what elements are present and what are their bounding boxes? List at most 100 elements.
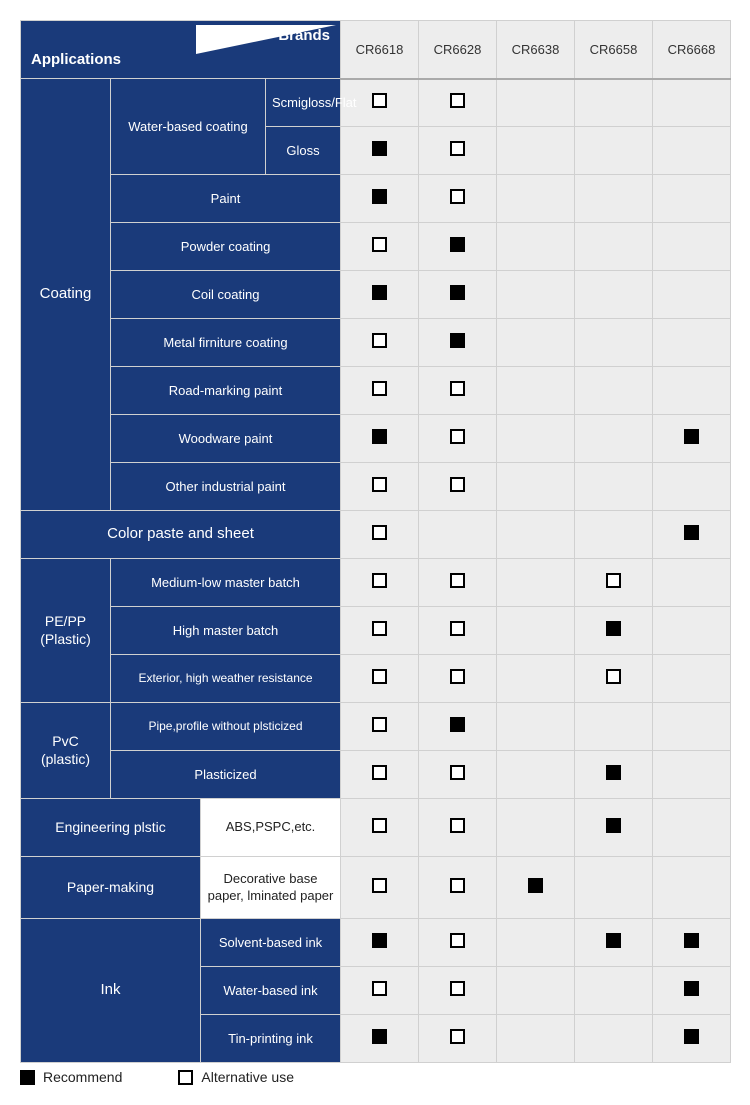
table-row: PE/PP (Plastic) Medium-low master batch	[21, 559, 731, 607]
hollow-square-icon	[450, 141, 465, 156]
cat-pepp: PE/PP (Plastic)	[21, 559, 111, 703]
cell	[497, 559, 575, 607]
cell	[497, 511, 575, 559]
cell	[341, 703, 419, 751]
cell	[419, 919, 497, 967]
filled-square-icon	[372, 1029, 387, 1044]
cell	[653, 751, 731, 799]
table-row: Plasticized	[21, 751, 731, 799]
cell	[341, 223, 419, 271]
subcat-ink-water: Water-based ink	[201, 967, 341, 1015]
subcat-powder: Powder coating	[111, 223, 341, 271]
hollow-square-icon	[178, 1070, 193, 1085]
cell	[419, 367, 497, 415]
subcat-other-ind: Other industrial paint	[111, 463, 341, 511]
filled-square-icon	[606, 621, 621, 636]
filled-square-icon	[372, 285, 387, 300]
cell	[497, 319, 575, 367]
hollow-square-icon	[372, 93, 387, 108]
cell	[497, 799, 575, 857]
cat-coating: Coating	[21, 79, 111, 511]
hollow-square-icon	[372, 878, 387, 893]
cell	[653, 127, 731, 175]
subcat-paint: Paint	[111, 175, 341, 223]
cell	[497, 703, 575, 751]
cell	[341, 559, 419, 607]
subcat-pepp-ext: Exterior, high weather resistance	[111, 655, 341, 703]
cell	[653, 655, 731, 703]
cell	[653, 175, 731, 223]
cell	[653, 857, 731, 919]
cell	[653, 703, 731, 751]
table-row: Exterior, high weather resistance	[21, 655, 731, 703]
corner-header: Brands Applications	[21, 21, 341, 79]
filled-square-icon	[684, 525, 699, 540]
cell	[575, 223, 653, 271]
cell	[575, 751, 653, 799]
subcat-pvc-plast: Plasticized	[111, 751, 341, 799]
cell	[341, 415, 419, 463]
subcat-water-based: Water-based coating	[111, 79, 266, 175]
cell	[653, 511, 731, 559]
cell	[341, 367, 419, 415]
cat-color-paste: Color paste and sheet	[21, 511, 341, 559]
cell	[653, 223, 731, 271]
cell	[653, 1015, 731, 1063]
cell	[653, 799, 731, 857]
hollow-square-icon	[372, 818, 387, 833]
filled-square-icon	[684, 933, 699, 948]
hollow-square-icon	[450, 669, 465, 684]
cell	[575, 319, 653, 367]
hollow-square-icon	[450, 933, 465, 948]
filled-square-icon	[528, 878, 543, 893]
hollow-square-icon	[450, 381, 465, 396]
hollow-square-icon	[450, 93, 465, 108]
hollow-square-icon	[450, 1029, 465, 1044]
hollow-square-icon	[450, 981, 465, 996]
cell	[341, 175, 419, 223]
cell	[341, 127, 419, 175]
hollow-square-icon	[450, 189, 465, 204]
cell	[575, 79, 653, 127]
cell	[497, 79, 575, 127]
cell	[497, 751, 575, 799]
brands-label: Brands	[278, 27, 330, 44]
cat-paper: Paper-making	[21, 857, 201, 919]
hollow-square-icon	[450, 477, 465, 492]
table-row: Other industrial paint	[21, 463, 731, 511]
filled-square-icon	[450, 237, 465, 252]
brand-col-4: CR6668	[653, 21, 731, 79]
applications-label: Applications	[31, 51, 121, 68]
table-row: Woodware paint	[21, 415, 731, 463]
cell	[497, 967, 575, 1015]
cell	[341, 857, 419, 919]
subcat-eng-abs: ABS,PSPC,etc.	[201, 799, 341, 857]
hollow-square-icon	[450, 573, 465, 588]
hollow-square-icon	[372, 381, 387, 396]
cell	[341, 463, 419, 511]
cell	[575, 175, 653, 223]
table-row: Coil coating	[21, 271, 731, 319]
filled-square-icon	[606, 933, 621, 948]
cell	[419, 967, 497, 1015]
cat-ink: Ink	[21, 919, 201, 1063]
filled-square-icon	[372, 189, 387, 204]
hollow-square-icon	[450, 765, 465, 780]
subsub-wb-gloss: Gloss	[266, 127, 341, 175]
table-row: Color paste and sheet	[21, 511, 731, 559]
cell	[497, 857, 575, 919]
subcat-pepp-ml: Medium-low master batch	[111, 559, 341, 607]
cat-eng: Engineering plstic	[21, 799, 201, 857]
cell	[419, 319, 497, 367]
brand-col-1: CR6628	[419, 21, 497, 79]
hollow-square-icon	[606, 573, 621, 588]
cell	[653, 79, 731, 127]
cell	[653, 607, 731, 655]
filled-square-icon	[450, 333, 465, 348]
cell	[341, 919, 419, 967]
cell	[341, 967, 419, 1015]
cell	[575, 367, 653, 415]
cell	[419, 175, 497, 223]
cell	[419, 799, 497, 857]
filled-square-icon	[684, 429, 699, 444]
